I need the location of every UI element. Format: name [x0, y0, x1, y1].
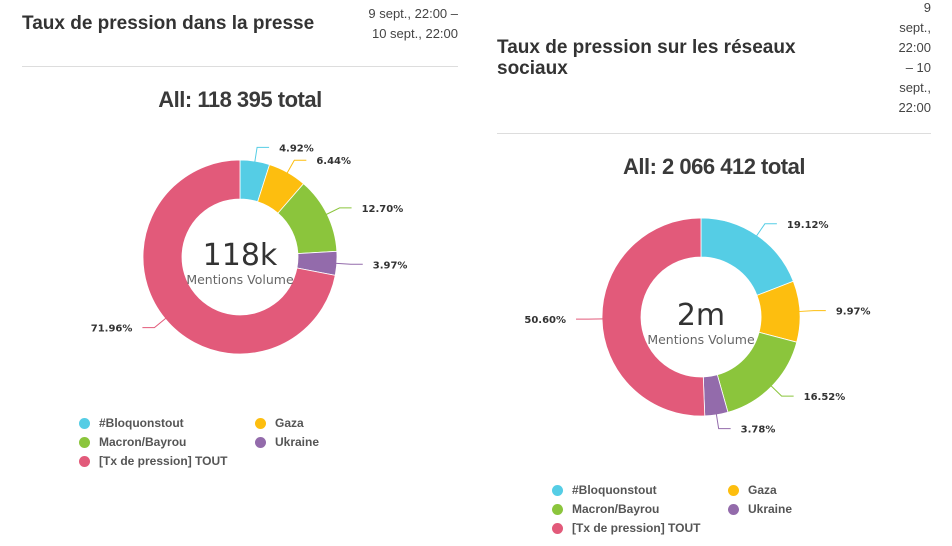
legend-item-tx-de-pression-tout[interactable]: [Tx de pression] TOUT [79, 453, 255, 469]
date-range: 9 sept., 22:00 – 10 sept., 22:00 [898, 0, 931, 115]
legend-label: [Tx de pression] TOUT [572, 521, 701, 535]
slice-label: 3.78% [741, 425, 776, 436]
total-mentions: All: 118 395 total [158, 87, 322, 112]
legend-dot-icon [79, 455, 90, 467]
leader-line [715, 412, 731, 430]
legend-label: Macron/Bayrou [572, 502, 660, 516]
legend-dot-icon [255, 436, 266, 448]
slice-label: 3.97% [373, 260, 408, 271]
leader-line [324, 207, 352, 216]
leader-line [769, 384, 794, 397]
slice-bloquonstout[interactable] [700, 217, 794, 296]
slice-label: 16.52% [804, 392, 846, 403]
slice-label: 50.60% [524, 315, 566, 326]
legend-item-bloquonstout[interactable]: #Bloquonstout [552, 482, 728, 498]
legend-label: Ukraine [748, 502, 793, 516]
header-divider [497, 133, 931, 134]
slice-tx-de-pression-tout[interactable] [142, 159, 336, 355]
center-value: 118k [203, 238, 278, 273]
legend-item-macron-bayrou[interactable]: Macron/Bayrou [79, 434, 255, 450]
legend-label: Gaza [275, 416, 304, 430]
header-divider [22, 66, 458, 67]
slice-label: 19.12% [787, 220, 829, 231]
legend-dot-icon [79, 436, 90, 448]
legend-item-tx-de-pression-tout[interactable]: [Tx de pression] TOUT [552, 520, 728, 536]
center-value: 2m [677, 298, 725, 333]
slice-tx-de-pression-tout[interactable] [601, 217, 706, 417]
legend-dot-icon [552, 522, 563, 534]
slice-label: 9.97% [836, 307, 871, 318]
total-mentions: All: 2 066 412 total [623, 154, 805, 179]
slice-label: 4.92% [279, 143, 314, 154]
legend-item-bloquonstout[interactable]: #Bloquonstout [79, 415, 255, 431]
leader-line [286, 159, 307, 175]
legend-label: [Tx de pression] TOUT [99, 454, 228, 468]
legend-item-macron-bayrou[interactable]: Macron/Bayrou [552, 501, 728, 517]
legend-label: Ukraine [275, 435, 320, 449]
chart-legend: #Bloquonstout Gaza Macron/Bayrou Ukraine [Tx… [552, 482, 848, 536]
legend-label: #Bloquonstout [572, 483, 657, 497]
legend-dot-icon [79, 417, 90, 429]
legend-dot-icon [255, 417, 266, 429]
slice-label: 71.96% [91, 324, 133, 335]
panel-title: Taux de pression dans la presse [22, 13, 315, 34]
leader-line [254, 146, 270, 164]
leader-line [755, 223, 777, 238]
legend-label: Macron/Bayrou [99, 435, 187, 449]
legend-item-ukraine[interactable]: Ukraine [255, 434, 375, 450]
legend-dot-icon [728, 484, 739, 496]
legend-dot-icon [728, 503, 739, 515]
center-caption: Mentions Volume [186, 272, 294, 287]
chart-legend: #Bloquonstout Gaza Macron/Bayrou Ukraine [Tx… [79, 415, 375, 469]
legend-item-gaza[interactable]: Gaza [728, 482, 848, 498]
slice-label: 6.44% [316, 156, 351, 167]
legend-item-gaza[interactable]: Gaza [255, 415, 375, 431]
legend-label: Gaza [748, 483, 777, 497]
legend-dot-icon [552, 484, 563, 496]
panel-title: Taux de pression sur les réseaux sociaux [497, 37, 796, 79]
leader-line [797, 310, 826, 313]
leader-line [334, 262, 363, 265]
donut-chart-press: 4.92%6.44% 12.70% 3.97% 71.96% 118kMentions … [91, 143, 408, 355]
slice-label: 12.70% [362, 204, 404, 215]
leader-line [142, 317, 168, 329]
legend-item-ukraine[interactable]: Ukraine [728, 501, 848, 517]
legend-dot-icon [552, 503, 563, 515]
date-range: 9 sept., 22:00 – 10 sept., 22:00 [368, 6, 458, 41]
legend-label: #Bloquonstout [99, 416, 184, 430]
center-caption: Mentions Volume [647, 332, 755, 347]
